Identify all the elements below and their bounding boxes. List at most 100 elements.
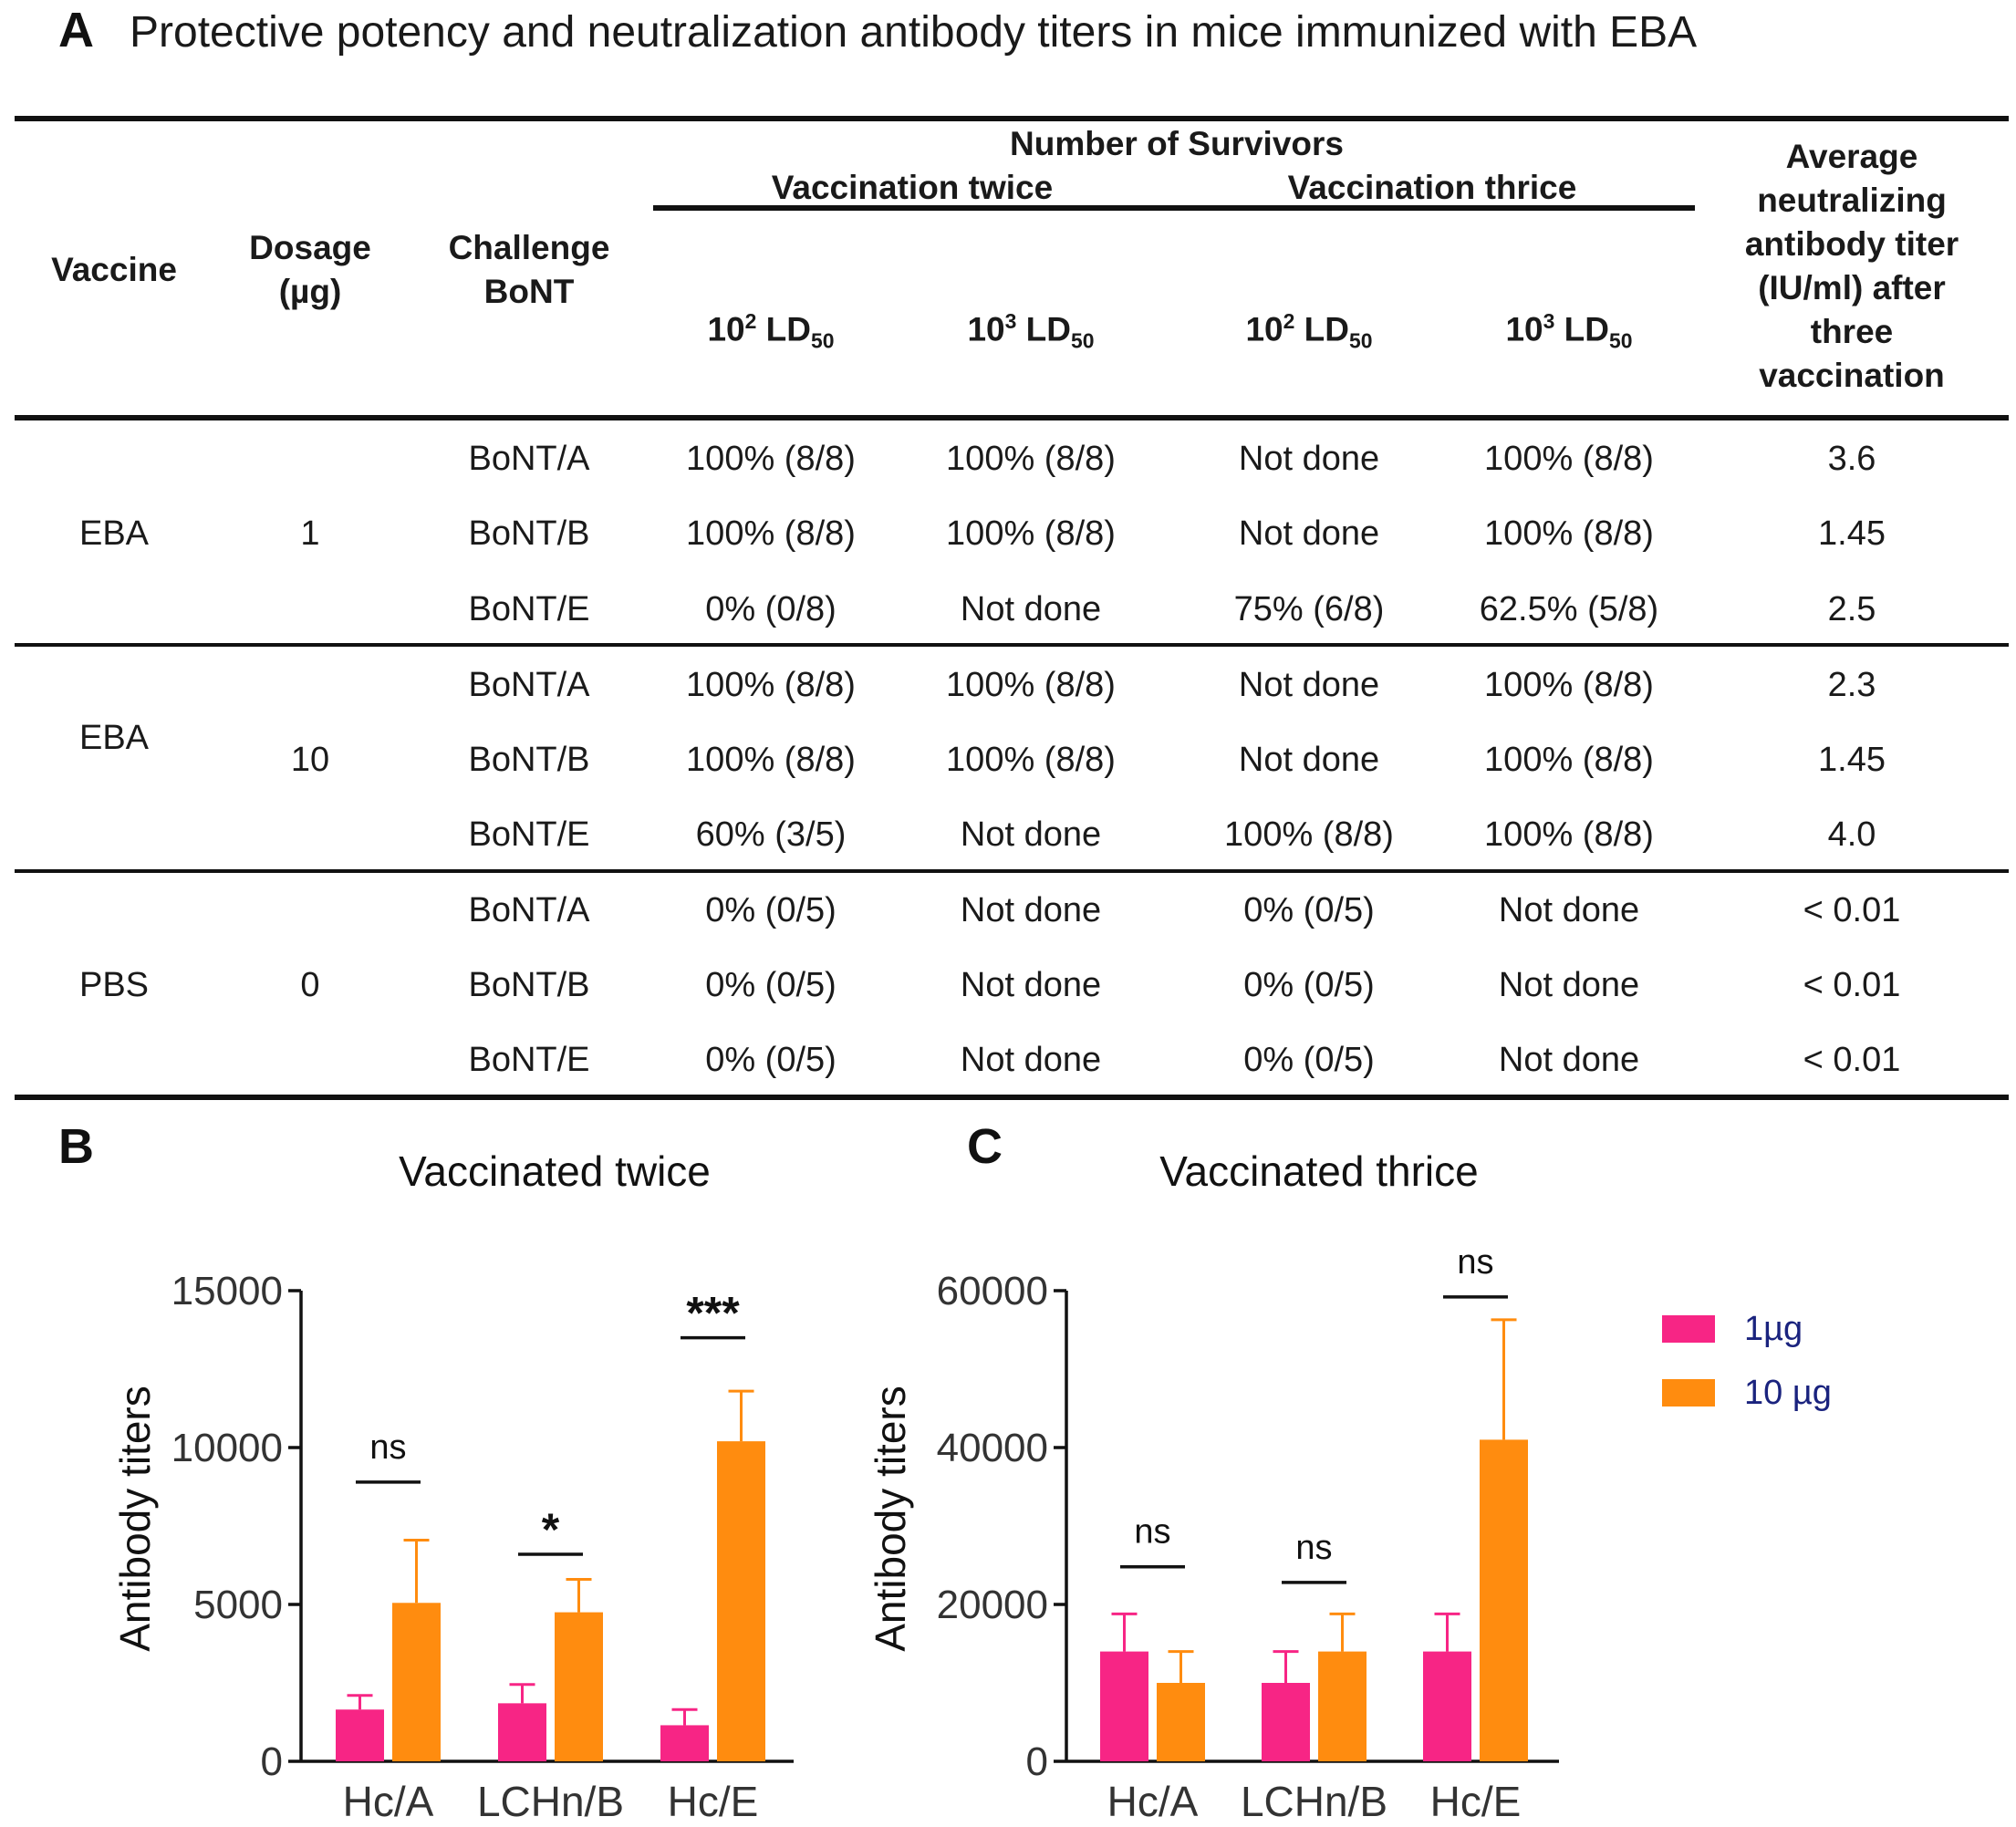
chart-b-bar-lchnb-s0 — [498, 1703, 546, 1761]
legend: 1µg 10 µg — [1660, 1297, 2007, 1425]
table-cell: 100% (8/8) — [1484, 666, 1654, 704]
chart-b-significance-label: ns — [369, 1428, 406, 1467]
header-dosage: Dosage (µg) — [219, 226, 401, 314]
chart-b-bar-hce-s0 — [660, 1725, 709, 1761]
chart-b-bar-lchnb-s1 — [555, 1612, 603, 1761]
table-cell: < 0.01 — [1803, 966, 1901, 1004]
table-cell: BoNT/E — [468, 590, 590, 628]
panel-b-letter: B — [58, 1119, 94, 1174]
chart-b-ytick-label: 15000 — [171, 1269, 283, 1313]
table-cell: 100% (8/8) — [1484, 440, 1654, 478]
table-cell: Not done — [1498, 966, 1640, 1004]
table-cell: Not done — [1238, 514, 1380, 553]
table-cell: BoNT/E — [468, 1041, 590, 1079]
table-cell: 100% (8/8) — [1484, 514, 1654, 553]
table-cell: 0% (0/5) — [705, 891, 837, 929]
chart-c-ytick-label: 0 — [1026, 1739, 1048, 1784]
chart-c-ytick-label: 60000 — [937, 1269, 1048, 1313]
table-cell: Not done — [1498, 1041, 1640, 1079]
chart-c-xtick-label: LCHn/B — [1241, 1778, 1387, 1825]
table-cell: Not done — [1238, 440, 1380, 478]
table-cell: 0% (0/8) — [705, 590, 837, 628]
legend-label-10ug: 10 µg — [1744, 1373, 1832, 1412]
table-cell: BoNT/A — [468, 440, 590, 478]
table-cell: < 0.01 — [1803, 1041, 1901, 1079]
table-cell: 75% (6/8) — [1233, 590, 1385, 628]
legend-item-10ug: 10 µg — [1660, 1361, 2007, 1425]
chart-c-bar-lchnb-s1 — [1318, 1651, 1367, 1761]
panel-c-letter: C — [967, 1119, 1003, 1174]
table-cell: 100% (8/8) — [1484, 741, 1654, 779]
table-cell: 1.45 — [1818, 514, 1886, 553]
table-cell: Not done — [1498, 891, 1640, 929]
chart-b-ylabel: Antibody titers — [111, 1386, 159, 1651]
table-cell: < 0.01 — [1803, 891, 1901, 929]
header-ld-twice-1e2: 102 LD50 — [707, 309, 835, 353]
chart-b-significance-label: *** — [686, 1288, 740, 1339]
header-survivors: Number of Survivors — [1010, 125, 1344, 162]
table-cell: 100% (8/8) — [946, 666, 1116, 704]
table-cell: 100% (8/8) — [946, 514, 1116, 553]
table-cell: 1.45 — [1818, 741, 1886, 779]
chart-b-significance-label: * — [542, 1504, 560, 1555]
table-cell: 100% (8/8) — [686, 741, 856, 779]
panel-a-letter: A — [58, 3, 94, 57]
panel-a-title: Protective potency and neutralization an… — [130, 8, 1698, 57]
table-cell: BoNT/B — [468, 514, 590, 553]
table-cell: Not done — [1238, 666, 1380, 704]
header-challenge: Challenge BoNT — [415, 226, 643, 314]
table-cell: 0% (0/5) — [705, 966, 837, 1004]
chart-c-bar-hca-s0 — [1100, 1651, 1148, 1761]
legend-swatch-1ug — [1662, 1315, 1715, 1343]
header-challenge-line2: BoNT — [483, 273, 575, 310]
legend-item-1ug: 1µg — [1660, 1297, 2007, 1361]
table-cell: 0% (0/5) — [1243, 891, 1375, 929]
header-challenge-line1: Challenge — [448, 229, 610, 266]
table-cell: 0% (0/5) — [1243, 1041, 1375, 1079]
chart-b-bar-hca-s1 — [392, 1603, 441, 1761]
group3-dosage: 0 — [300, 966, 320, 1004]
chart-c-significance-label: ns — [1295, 1529, 1332, 1567]
table-cell: 0% (0/5) — [705, 1041, 837, 1079]
chart-c-bar-lchnb-s0 — [1262, 1683, 1310, 1761]
table-cell: 100% (8/8) — [1224, 815, 1394, 854]
table-cell: 100% (8/8) — [686, 514, 856, 553]
header-ld-thrice-1e3: 103 LD50 — [1505, 309, 1633, 353]
chart-b-xtick-label: Hc/A — [343, 1778, 434, 1825]
chart-c-xtick-label: Hc/A — [1107, 1778, 1199, 1825]
table-cell: 4.0 — [1827, 815, 1876, 854]
chart-c-ylabel: Antibody titers — [867, 1386, 914, 1651]
legend-label-1ug: 1µg — [1744, 1309, 1803, 1348]
header-bottom-rule — [15, 415, 2009, 420]
chart-b-ytick-label: 10000 — [171, 1426, 283, 1470]
table-cell: Not done — [960, 590, 1102, 628]
chart-b-ytick-label: 0 — [261, 1739, 283, 1784]
chart-b-bar-hca-s0 — [336, 1709, 384, 1761]
chart-c-significance-label: ns — [1457, 1243, 1493, 1282]
table-cell: BoNT/A — [468, 666, 590, 704]
header-ld-thrice-1e2: 102 LD50 — [1245, 309, 1373, 353]
chart-b-xtick-label: Hc/E — [668, 1778, 759, 1825]
table-cell: 100% (8/8) — [946, 741, 1116, 779]
chart-c-bar-hce-s1 — [1480, 1439, 1528, 1761]
table-cell: 3.6 — [1827, 440, 1876, 478]
table-cell: 100% (8/8) — [686, 440, 856, 478]
table-cell: BoNT/B — [468, 966, 590, 1004]
table-cell: Not done — [960, 891, 1102, 929]
chart-b-title: Vaccinated twice — [399, 1147, 711, 1195]
group-divider-1 — [15, 643, 2009, 647]
table-cell: 100% (8/8) — [686, 666, 856, 704]
chart-c-bar-hce-s0 — [1423, 1651, 1471, 1761]
survivors-underline — [653, 205, 1695, 211]
table-cell: Not done — [1238, 741, 1380, 779]
table-cell: Not done — [960, 1041, 1102, 1079]
header-vaccination-twice: Vaccination twice — [771, 169, 1054, 206]
group2-vaccine: EBA — [78, 719, 150, 757]
table-cell: 2.5 — [1827, 590, 1876, 628]
header-ld-twice-1e3: 103 LD50 — [967, 309, 1095, 353]
chart-b-bar-hce-s1 — [717, 1441, 765, 1761]
header-dosage-line1: Dosage — [249, 229, 371, 266]
table-cell: BoNT/A — [468, 891, 590, 929]
table-bottom-rule — [15, 1095, 2009, 1100]
header-vaccine: Vaccine — [51, 251, 177, 288]
